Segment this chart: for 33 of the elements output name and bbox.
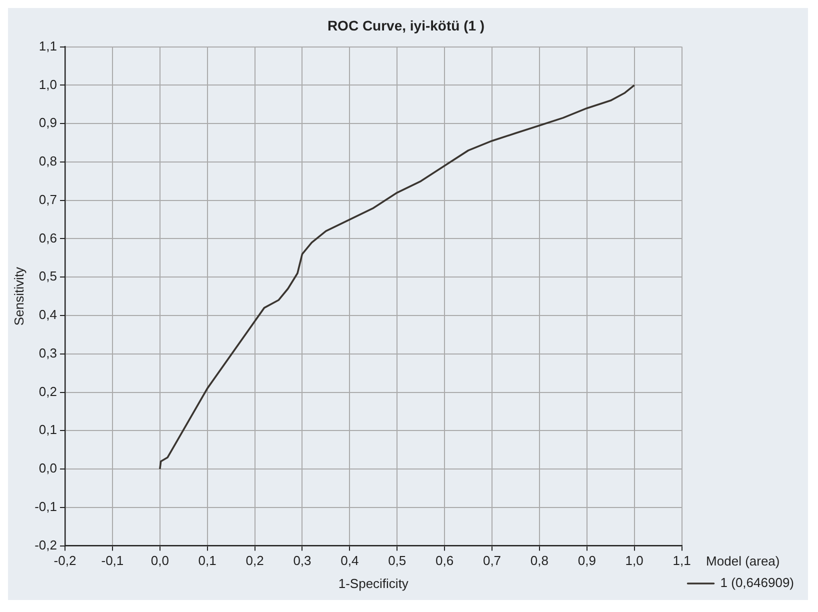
- x-tick-label: 0,7: [482, 553, 502, 568]
- x-tick-label: 0,2: [246, 553, 264, 568]
- x-tick-label: 0,9: [578, 553, 596, 568]
- x-tick-label: 0,4: [340, 553, 359, 568]
- y-axis-title: Sensitivity: [11, 266, 26, 326]
- x-tick-label: 0,6: [436, 553, 454, 568]
- x-tick-label: 0,0: [150, 553, 169, 568]
- x-tick-label: 1,0: [625, 553, 644, 568]
- y-tick-label: 0,5: [38, 268, 57, 284]
- x-tick-label: -0,2: [54, 553, 76, 568]
- y-tick-label: 0,6: [38, 230, 57, 246]
- x-tick-label: -0,1: [101, 553, 124, 568]
- x-axis-title: 1-Specificity: [338, 576, 409, 591]
- y-tick-label: 0,9: [38, 115, 57, 130]
- y-tick-label: 0,8: [38, 154, 57, 169]
- legend-label: 1 (0,646909): [720, 575, 794, 590]
- x-tick-label: 1,1: [672, 553, 691, 568]
- chart-title: ROC Curve, iyi-kötü (1 ): [327, 17, 485, 34]
- y-tick-label: 0,7: [38, 192, 57, 207]
- x-tick-label: 0,8: [530, 553, 548, 568]
- y-tick-label: -0,1: [34, 498, 57, 514]
- y-tick-label: -0,2: [34, 537, 57, 552]
- legend-title: Model (area): [706, 553, 780, 568]
- x-tick-label: 0,5: [388, 553, 406, 568]
- y-tick-label: 0,3: [38, 345, 57, 360]
- y-tick-label: 0,4: [38, 307, 57, 322]
- y-tick-label: 1,1: [38, 38, 57, 54]
- y-tick-label: 0,0: [38, 460, 57, 476]
- y-tick-label: 0,2: [38, 384, 57, 399]
- y-tick-label: 1,0: [38, 76, 57, 92]
- x-tick-label: 0,3: [293, 553, 312, 568]
- x-tick-label: 0,1: [198, 553, 216, 568]
- y-tick-label: 0,1: [38, 422, 57, 438]
